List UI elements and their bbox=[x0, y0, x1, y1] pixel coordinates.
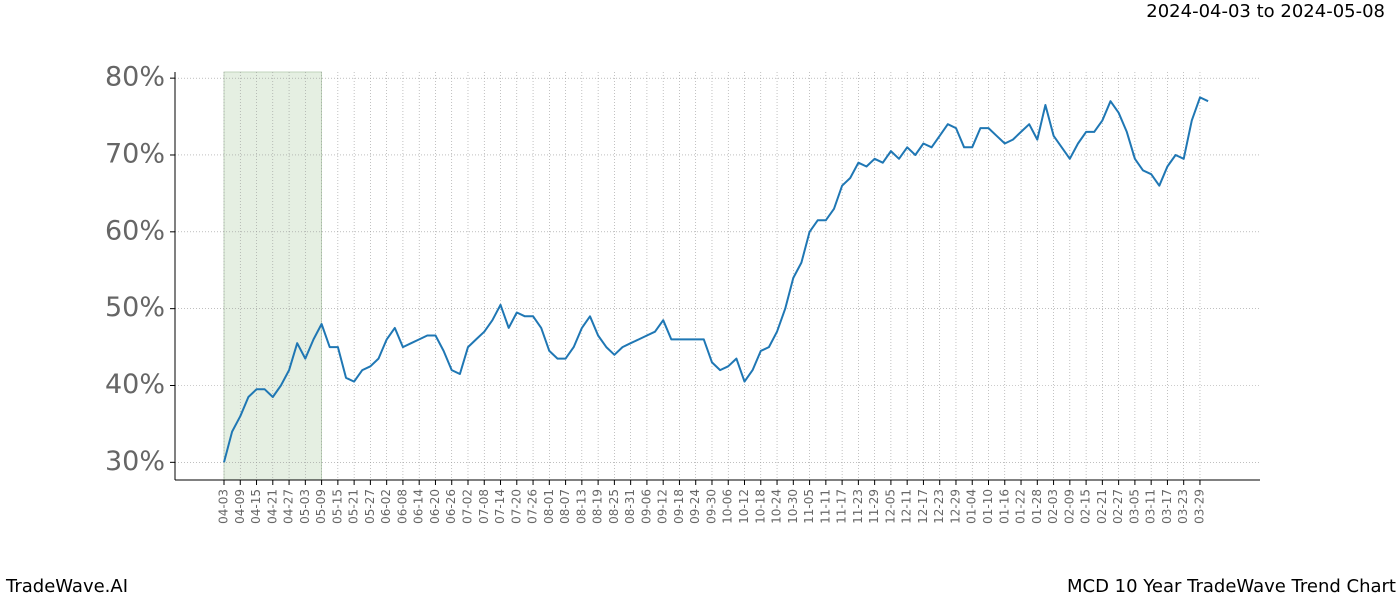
y-tick-label: 40% bbox=[105, 369, 165, 400]
x-tick-label: 03-11 bbox=[1144, 489, 1158, 524]
x-tick-label: 05-27 bbox=[363, 489, 377, 524]
x-tick-label: 06-20 bbox=[428, 489, 442, 524]
x-tick-label: 12-17 bbox=[916, 489, 930, 524]
x-tick-label: 09-12 bbox=[656, 489, 670, 524]
x-tick-label: 08-19 bbox=[591, 489, 605, 524]
x-tick-label: 02-15 bbox=[1079, 489, 1093, 524]
x-tick-label: 06-14 bbox=[412, 489, 426, 524]
x-tick-label: 12-05 bbox=[883, 489, 897, 524]
x-tick-label: 06-02 bbox=[379, 489, 393, 524]
x-tick-label: 05-03 bbox=[298, 489, 312, 524]
y-tick-label: 50% bbox=[105, 292, 165, 323]
chart-title: 2024-04-03 to 2024-05-08 bbox=[1146, 1, 1385, 22]
x-tick-label: 04-09 bbox=[233, 489, 247, 524]
x-tick-label: 12-29 bbox=[948, 489, 962, 524]
x-tick-label: 07-02 bbox=[460, 489, 474, 524]
x-tick-label: 05-09 bbox=[314, 489, 328, 524]
y-tick-label: 80% bbox=[105, 62, 165, 93]
x-tick-label: 03-05 bbox=[1127, 489, 1141, 524]
x-tick-label: 09-06 bbox=[639, 489, 653, 524]
x-tick-label: 09-30 bbox=[704, 489, 718, 524]
x-tick-label: 09-24 bbox=[688, 489, 702, 524]
x-tick-label: 11-11 bbox=[818, 489, 832, 524]
x-tick-label: 06-08 bbox=[395, 489, 409, 524]
x-tick-label: 08-01 bbox=[542, 489, 556, 524]
x-tick-label: 07-26 bbox=[526, 489, 540, 524]
x-tick-label: 04-03 bbox=[217, 489, 231, 524]
x-tick-label: 10-24 bbox=[770, 489, 784, 524]
x-tick-label: 01-22 bbox=[1014, 489, 1028, 524]
x-tick-label: 05-21 bbox=[347, 489, 361, 524]
x-tick-label: 11-05 bbox=[802, 489, 816, 524]
x-tick-label: 08-13 bbox=[574, 489, 588, 524]
x-tick-label: 02-21 bbox=[1095, 489, 1109, 524]
x-tick-label: 04-21 bbox=[265, 489, 279, 524]
x-tick-label: 09-18 bbox=[672, 489, 686, 524]
x-tick-label: 08-31 bbox=[623, 489, 637, 524]
x-tick-label: 10-12 bbox=[737, 489, 751, 524]
x-tick-label: 03-17 bbox=[1160, 489, 1174, 524]
x-tick-label: 04-15 bbox=[249, 489, 263, 524]
x-tick-label: 12-11 bbox=[900, 489, 914, 524]
x-tick-label: 02-27 bbox=[1111, 489, 1125, 524]
line-series bbox=[223, 96, 1209, 463]
x-tick-label: 07-20 bbox=[509, 489, 523, 524]
y-tick-label: 60% bbox=[105, 215, 165, 246]
x-tick-label: 06-26 bbox=[444, 489, 458, 524]
x-tick-label: 08-25 bbox=[607, 489, 621, 524]
y-tick-label: 70% bbox=[105, 138, 165, 169]
x-tick-label: 03-23 bbox=[1176, 489, 1190, 524]
x-tick-label: 01-04 bbox=[965, 489, 979, 524]
x-tick-label: 11-29 bbox=[867, 489, 881, 524]
x-tick-label: 12-23 bbox=[932, 489, 946, 524]
x-tick-label: 02-03 bbox=[1046, 489, 1060, 524]
x-tick-label: 10-06 bbox=[721, 489, 735, 524]
x-tick-label: 10-18 bbox=[753, 489, 767, 524]
x-tick-label: 01-28 bbox=[1030, 489, 1044, 524]
x-tick-label: 11-23 bbox=[851, 489, 865, 524]
y-tick-label: 30% bbox=[105, 446, 165, 477]
x-tick-label: 01-16 bbox=[997, 489, 1011, 524]
x-tick-label: 04-27 bbox=[282, 489, 296, 524]
x-tick-label: 02-09 bbox=[1062, 489, 1076, 524]
x-tick-label: 03-29 bbox=[1192, 489, 1206, 524]
x-tick-label: 08-07 bbox=[558, 489, 572, 524]
x-tick-label: 05-15 bbox=[330, 489, 344, 524]
x-tick-label: 01-10 bbox=[981, 489, 995, 524]
footer-right: MCD 10 Year TradeWave Trend Chart bbox=[1067, 576, 1396, 597]
x-tick-label: 10-30 bbox=[786, 489, 800, 524]
footer-left: TradeWave.AI bbox=[5, 576, 128, 597]
x-tick-label: 11-17 bbox=[835, 489, 849, 524]
x-tick-label: 07-14 bbox=[493, 489, 507, 524]
x-tick-label: 07-08 bbox=[477, 489, 491, 524]
